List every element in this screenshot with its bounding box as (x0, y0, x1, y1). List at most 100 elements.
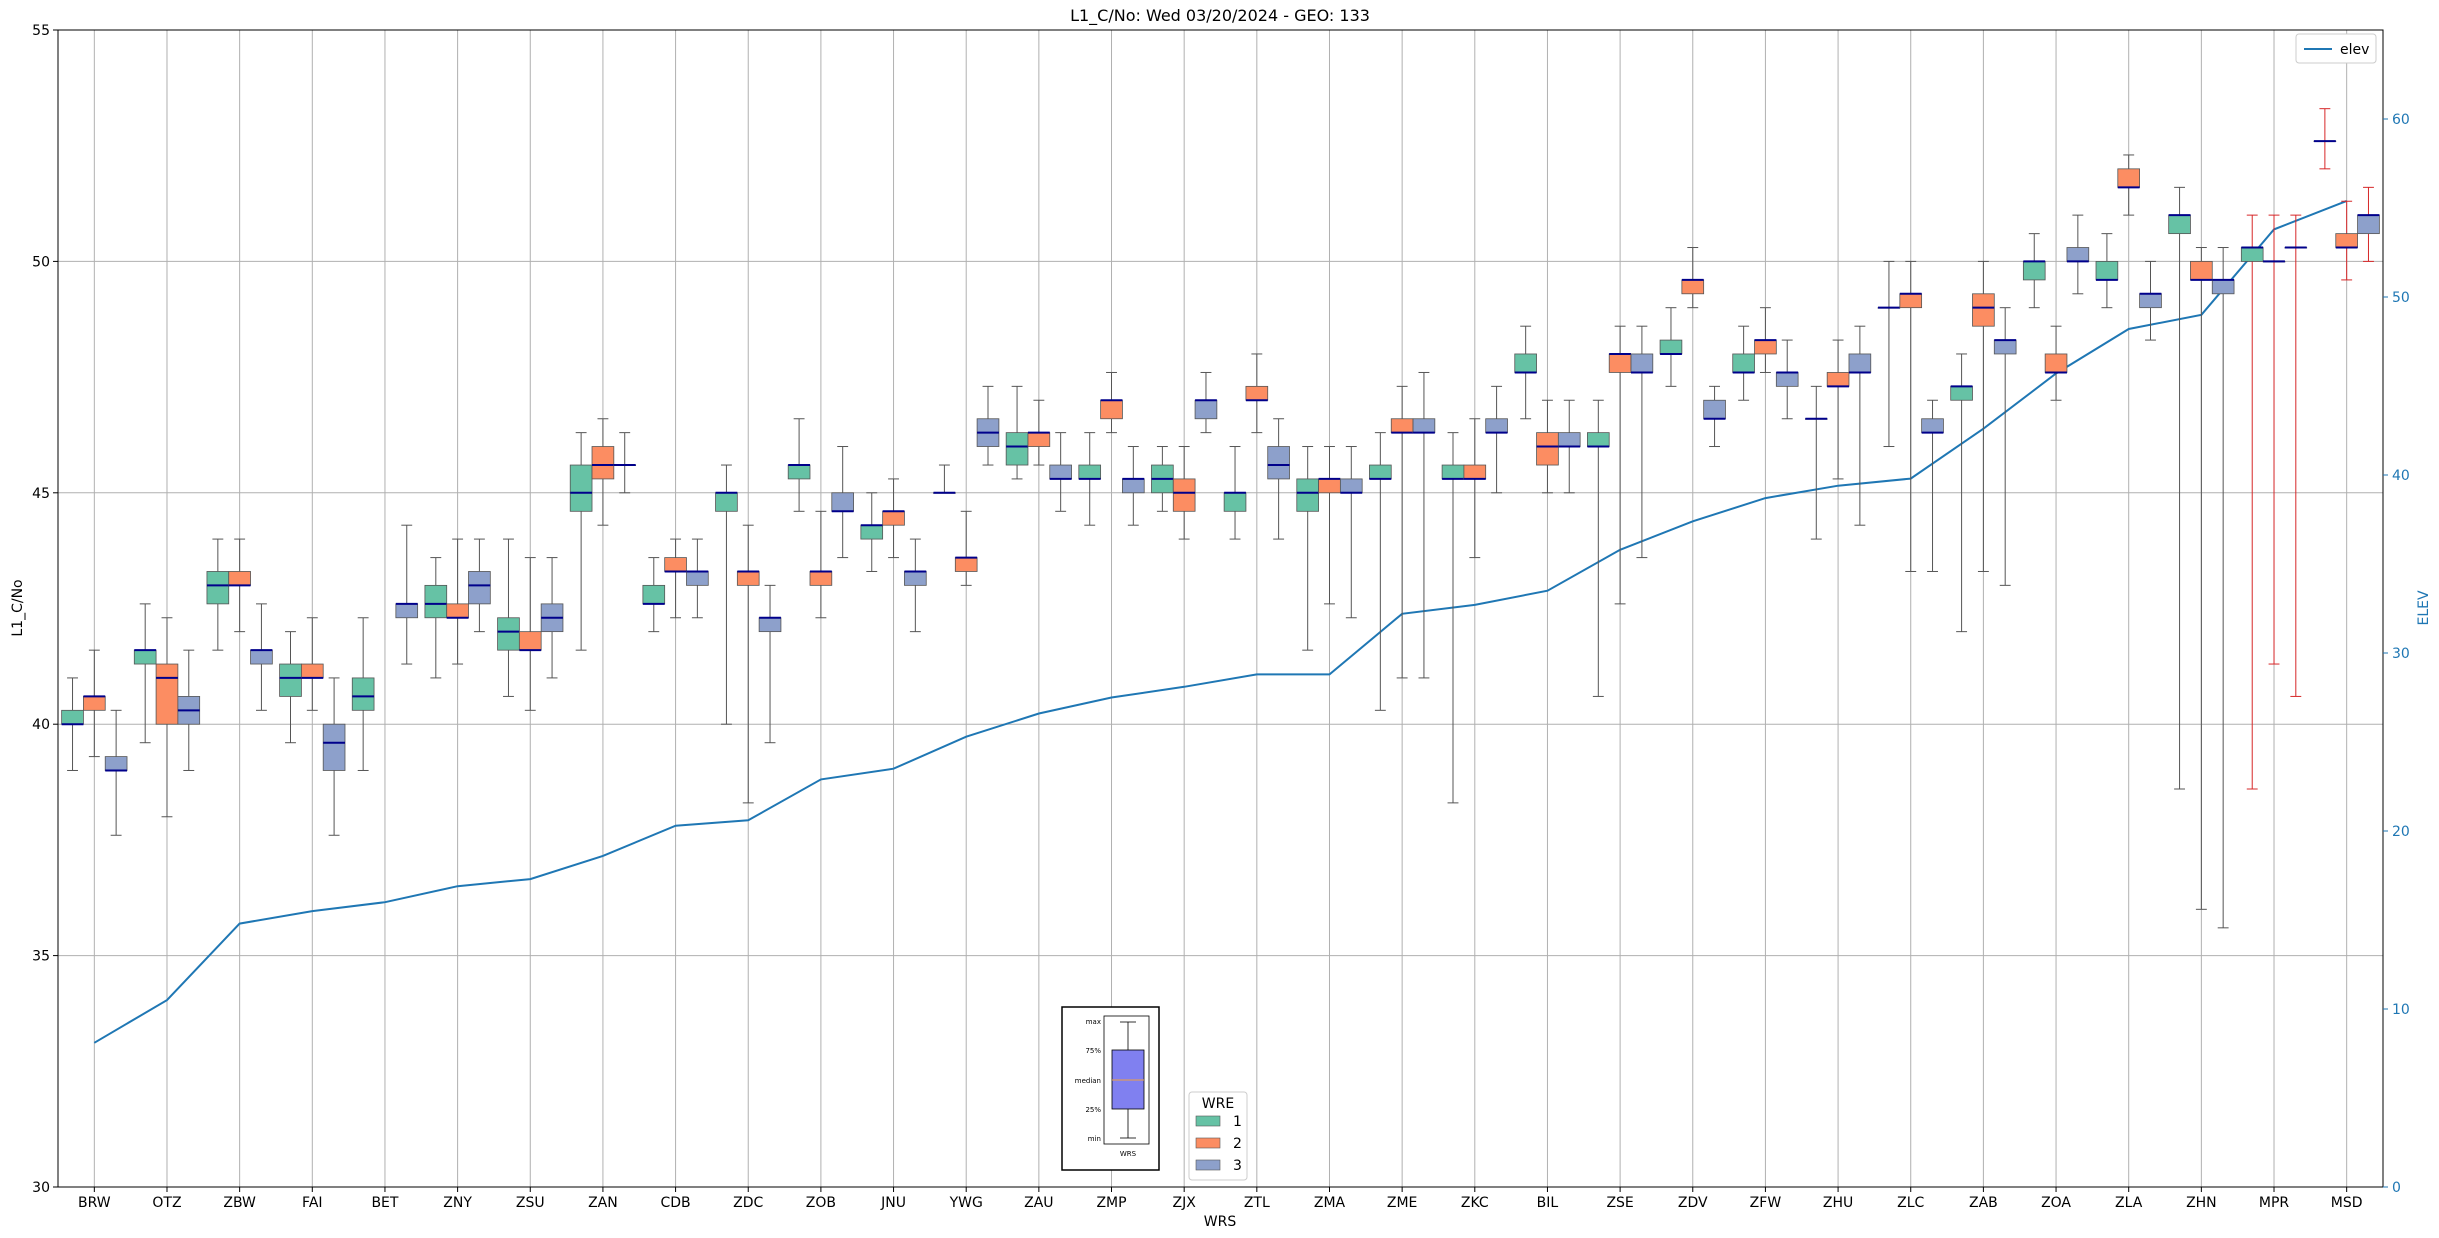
iqr-box (133, 649, 157, 665)
wre-legend: WRE 1 2 3 (1188, 1091, 1248, 1181)
y2-tick-label: 10 (2392, 1002, 2410, 1018)
iqr-box (1318, 478, 1341, 494)
wre-legend-swatch-3 (1195, 1159, 1221, 1171)
box-zan-wre3 (613, 432, 637, 494)
box-zbw-wre1 (206, 538, 230, 651)
y-tick-label: 45 (32, 486, 50, 502)
key-label-median: median (1075, 1077, 1101, 1085)
key-label-q3: 75% (1085, 1047, 1101, 1055)
boxplot-key-inset: max 75% median 25% min WRS (1061, 1006, 1160, 1171)
box-bil-wre3 (1557, 399, 1581, 494)
box-msd-wre2 (2335, 200, 2358, 281)
box-jnu-wre2 (882, 478, 905, 559)
x-tick-label: BIL (1537, 1195, 1559, 1211)
box-fai-wre3 (322, 677, 346, 836)
iqr-box (1630, 353, 1654, 373)
wre-legend-box (1188, 1091, 1248, 1181)
elev-line-layer (93, 199, 2348, 1044)
y-axis-label: L1_C/No (10, 579, 26, 636)
box-zmp-wre1 (1078, 432, 1102, 526)
iqr-box (2335, 233, 2358, 248)
iqr-box (2095, 260, 2119, 281)
wre-legend-swatch-2 (1195, 1137, 1221, 1149)
iqr-box (1049, 464, 1072, 480)
box-zla-wre2 (2117, 154, 2141, 216)
y2-tick-label: 0 (2392, 1180, 2401, 1196)
y2-tick-label: 20 (2392, 824, 2410, 840)
iqr-box (860, 524, 884, 540)
box-zfw-wre3 (1775, 339, 1799, 420)
box-zlc-wre1 (1877, 260, 1901, 448)
y2-tick-label: 30 (2392, 646, 2410, 662)
iqr-box (104, 756, 128, 771)
plot-frame (57, 29, 2384, 1188)
box-zhn-wre3 (2211, 247, 2235, 929)
x-tick-label: JNU (880, 1195, 906, 1211)
box-zau-wre3 (1049, 432, 1072, 512)
y2-tick-label: 40 (2392, 468, 2410, 484)
iqr-box (1005, 432, 1029, 466)
box-zau-wre1 (1005, 385, 1029, 480)
iqr-box (1339, 478, 1363, 494)
y2-tick-label: 60 (2392, 112, 2410, 128)
iqr-box (954, 557, 978, 572)
x-tick-label: ZFW (1750, 1195, 1782, 1211)
box-bil-wre2 (1536, 399, 1559, 494)
iqr-box (686, 571, 709, 586)
x-tick-label: ZOA (2041, 1195, 2071, 1211)
elev-legend: elev (2295, 33, 2377, 64)
x-tick-label: ZDV (1678, 1195, 1708, 1211)
key-inset-axes (1103, 1015, 1150, 1145)
box-ztl-wre3 (1267, 418, 1290, 540)
iqr-box (395, 603, 419, 619)
box-zjx-wre1 (1151, 446, 1174, 512)
box-cdb-wre3 (686, 538, 709, 619)
box-zdc-wre3 (758, 584, 782, 744)
box-zny-wre2 (446, 538, 469, 665)
x-tick-label: CDB (660, 1195, 690, 1211)
iqr-box (1681, 279, 1705, 295)
wre-legend-label-1: 1 (1233, 1114, 1242, 1130)
iqr-box (1536, 432, 1559, 466)
iqr-box (1078, 464, 1102, 480)
box-zdv-wre2 (1681, 247, 1705, 309)
box-zma-wre2 (1318, 446, 1341, 605)
iqr-box (1921, 418, 1944, 434)
box-zsu-wre3 (540, 557, 564, 679)
iqr-box (61, 709, 84, 725)
box-zab-wre3 (1993, 307, 2017, 586)
iqr-box (1899, 293, 1923, 309)
wre-legend-label-3: 3 (1233, 1158, 1242, 1174)
x-tick-label: BET (371, 1195, 398, 1211)
x-tick-label: ZKC (1461, 1195, 1489, 1211)
iqr-box (569, 464, 593, 512)
iqr-box (1703, 399, 1726, 420)
iqr-box (206, 571, 230, 605)
box-msd-wre1 (2313, 108, 2337, 170)
iqr-box (758, 617, 782, 633)
box-zab-wre2 (1972, 260, 1995, 572)
box-zhn-wre2 (2190, 247, 2213, 910)
iqr-box (1485, 418, 1508, 434)
iqr-box (1775, 372, 1799, 387)
box-zny-wre1 (424, 557, 448, 679)
x-tick-label: ZBW (223, 1195, 256, 1211)
iqr-box (1732, 353, 1755, 373)
box-zme-wre3 (1412, 371, 1436, 679)
iqr-box (2044, 353, 2068, 373)
iqr-box (2066, 247, 2090, 262)
iqr-box (1194, 399, 1218, 420)
box-zhn-wre1 (2168, 186, 2191, 790)
iqr-box (2211, 279, 2235, 295)
x-tick-label: ZMP (1096, 1195, 1126, 1211)
wre-legend-title: WRE (1202, 1096, 1234, 1112)
box-zan-wre1 (569, 432, 593, 651)
box-otz-wre1 (133, 603, 157, 744)
x-tick-label: ZAB (1969, 1195, 1998, 1211)
x-axis-label: WRS (1204, 1214, 1237, 1230)
iqr-box (1369, 464, 1392, 480)
box-ztl-wre1 (1223, 446, 1247, 540)
iqr-box (250, 649, 273, 665)
box-bil-wre1 (1514, 325, 1537, 420)
